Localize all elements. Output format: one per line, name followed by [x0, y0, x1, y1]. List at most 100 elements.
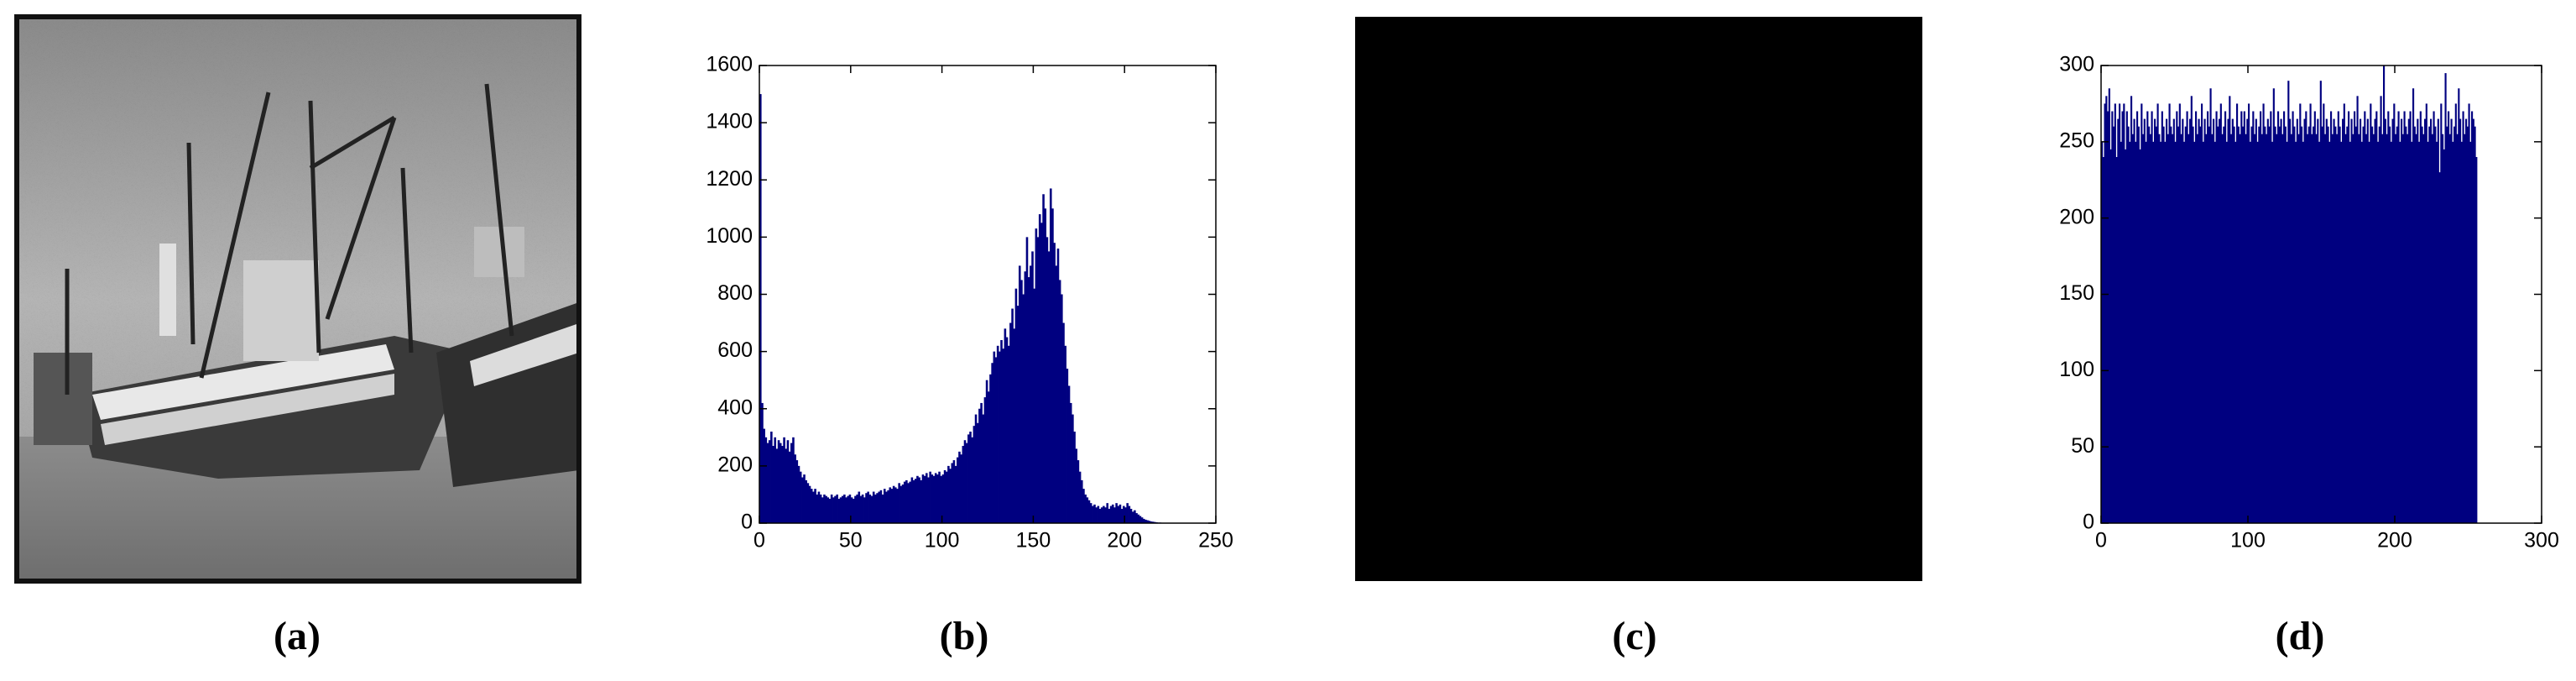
bar [2330, 111, 2333, 523]
y-tick-label: 200 [2059, 205, 2094, 228]
bar [814, 489, 816, 523]
bar [2170, 126, 2172, 523]
bar [772, 446, 774, 523]
bar [1053, 243, 1056, 523]
bar [1082, 489, 1085, 523]
bar [2324, 134, 2327, 523]
bar [2419, 111, 2422, 523]
bar [2425, 103, 2427, 524]
bar [2237, 126, 2240, 523]
bar [2139, 149, 2141, 523]
bar [2371, 126, 2374, 523]
bar [779, 443, 782, 523]
y-tick-label: 150 [2059, 281, 2094, 305]
bar [863, 497, 866, 523]
bar [1018, 265, 1021, 523]
bar [2262, 103, 2265, 524]
bar [825, 495, 827, 523]
bar [2167, 134, 2169, 523]
bar [764, 437, 768, 523]
bar [1117, 506, 1120, 523]
bar [2374, 118, 2376, 524]
bar [2123, 103, 2125, 524]
y-tick-label: 300 [2059, 53, 2094, 76]
y-tick-label: 600 [717, 338, 753, 362]
bar [983, 397, 987, 523]
bar [2340, 141, 2343, 524]
bar [1005, 337, 1009, 523]
bar [978, 408, 981, 523]
bar [927, 477, 930, 523]
bar [1069, 402, 1072, 523]
bar [958, 451, 961, 523]
bar [2136, 111, 2139, 523]
bar [918, 477, 920, 523]
bar [1066, 369, 1069, 523]
bar [910, 477, 914, 523]
bar [2174, 141, 2177, 524]
bar [2453, 126, 2456, 523]
bar [2346, 126, 2349, 523]
bar [1119, 504, 1122, 523]
bar [1073, 432, 1076, 523]
bar [1064, 345, 1066, 523]
bar [2190, 96, 2193, 523]
bar [1128, 506, 1131, 523]
bar [989, 374, 992, 523]
bar [2196, 134, 2198, 523]
bar [861, 494, 864, 523]
bar [856, 494, 858, 523]
bar [2162, 126, 2165, 523]
y-tick-label: 1000 [706, 224, 753, 248]
bar [2468, 103, 2470, 524]
bar [2192, 126, 2194, 523]
bar [834, 495, 837, 523]
bar [1007, 345, 1010, 523]
bar [2249, 141, 2251, 524]
bar [2117, 118, 2120, 524]
bar [2444, 73, 2447, 524]
bar [2442, 134, 2444, 523]
bar [901, 485, 905, 523]
bar [2393, 103, 2396, 524]
bar [2337, 111, 2339, 523]
bar [2125, 149, 2127, 523]
bar [2278, 126, 2281, 523]
bar [2166, 118, 2168, 524]
bar [2362, 126, 2365, 523]
bar [2396, 126, 2398, 523]
bar [2233, 126, 2235, 523]
bar [2317, 118, 2319, 524]
bar [1134, 510, 1136, 523]
bar [916, 475, 919, 523]
bar [858, 491, 861, 523]
bar [2258, 126, 2261, 523]
histogram-chart: 0 100 200 300 0 50 100 150 200 250 300 [2059, 53, 2559, 553]
bar [923, 475, 926, 523]
bar [1014, 288, 1018, 523]
bar [2365, 134, 2368, 523]
bar [781, 446, 784, 523]
bar [1093, 504, 1096, 523]
bar [2422, 134, 2425, 523]
bar [879, 490, 883, 523]
bar [1148, 521, 1151, 523]
bar [2202, 141, 2204, 524]
bar [2149, 134, 2151, 523]
bar [827, 497, 830, 523]
bar [896, 489, 899, 523]
bar [2219, 118, 2221, 524]
bar [2256, 141, 2259, 524]
bar [2292, 111, 2294, 523]
bar [2375, 111, 2378, 523]
bar [883, 489, 886, 523]
bar [832, 497, 835, 523]
bar [792, 437, 795, 523]
bar [926, 473, 928, 523]
bar [1142, 518, 1145, 523]
bar [2164, 141, 2167, 524]
bar [2289, 118, 2292, 524]
bar [967, 434, 970, 523]
bar [2339, 126, 2341, 523]
